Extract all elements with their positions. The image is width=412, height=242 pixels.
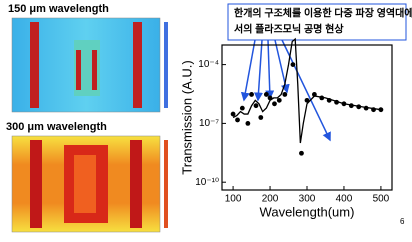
- x-tick-label: 300: [299, 194, 316, 205]
- data-point: [235, 117, 240, 123]
- data-point: [272, 101, 277, 107]
- heatmap-150: [11, 17, 168, 113]
- curve: [232, 37, 382, 144]
- y-tick-label: 10⁻¹⁰: [195, 177, 219, 188]
- callout-arrows: [240, 39, 331, 142]
- y-tick-label: 10⁻⁴: [198, 59, 219, 70]
- data-point: [299, 150, 304, 156]
- data-point: [239, 105, 245, 111]
- plot-frame: [221, 44, 393, 191]
- x-tick-label: 500: [373, 194, 390, 205]
- data-point: [253, 103, 259, 109]
- heatmap-300: [11, 135, 168, 233]
- data-point: [249, 92, 254, 97]
- data-point: [290, 62, 296, 68]
- data-point: [276, 97, 282, 103]
- data-point: [304, 97, 310, 103]
- callout-line: 서의 플라즈모닉 공명 현상: [234, 23, 344, 36]
- x-tick-label: 400: [336, 194, 353, 205]
- label-bottom: 300 μm wavelength: [6, 121, 107, 133]
- y-tick-label: 10⁻⁷: [199, 118, 219, 129]
- data-point: [282, 92, 288, 97]
- data-point: [230, 111, 236, 117]
- callout-line: 한개의 구조체를 이용한 다중 파장 영역대에: [234, 7, 412, 20]
- x-tick-label: 100: [225, 194, 242, 205]
- callout-box: [227, 3, 407, 41]
- x-axis-label: Wavelength(um): [260, 204, 355, 219]
- data-point: [258, 115, 264, 120]
- data-point: [263, 92, 269, 97]
- label-top: 150 μm wavelength: [8, 3, 109, 15]
- y-axis-label: Transmission (A.U.): [179, 60, 194, 174]
- x-tick-label: 200: [262, 194, 279, 205]
- data-point: [245, 121, 251, 126]
- page-number: 6: [400, 217, 405, 226]
